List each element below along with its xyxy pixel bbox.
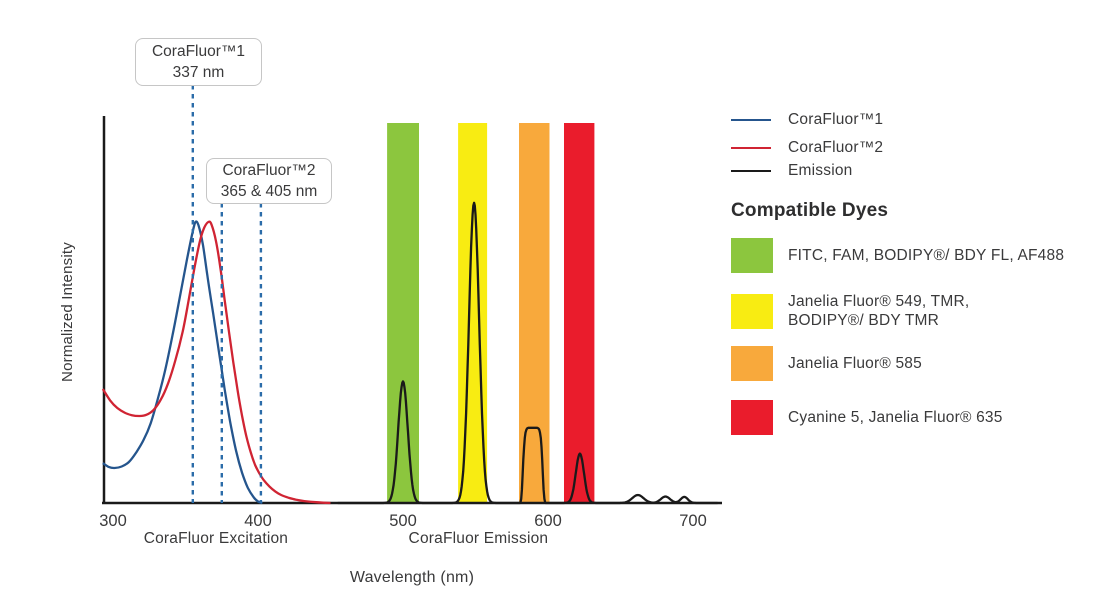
callout-value: 365 & 405 nm (220, 183, 318, 200)
dye-color-swatch (731, 293, 773, 329)
spectra-plot: 300 400 500 600 700 CoraFluor Excitation CoraF… (59, 85, 722, 586)
x-tick-label: 500 (389, 512, 417, 530)
legend-line-swatch (731, 169, 771, 173)
dye-item-2: Janelia Fluor® 549, TMR, BODIPY®/ BDY TMR (731, 292, 1091, 330)
dye-color-swatch (731, 238, 773, 273)
x-tick-label: 400 (244, 512, 272, 530)
emission-curve (337, 201, 719, 505)
callout-title: CoraFluor™1 (151, 43, 246, 60)
dye-label: Janelia Fluor® 549, TMR, BODIPY®/ BDY TMR (788, 293, 970, 329)
legend-item-2: CoraFluor™2 (731, 138, 1091, 158)
callout-corafluor1-337nm: CoraFluor™1 337 nm (135, 38, 262, 86)
legend-line-swatch (731, 146, 771, 150)
legend-panel: CoraFluor™1 CoraFluor™2 Emission Compatibl… (731, 110, 1091, 454)
legend-label: CoraFluor™2 (788, 139, 884, 156)
callout-value: 337 nm (172, 64, 225, 81)
dye-label: Janelia Fluor® 585 (788, 355, 922, 372)
callout-corafluor2-365-405nm: CoraFluor™2 365 & 405 nm (206, 158, 332, 204)
legend-label: CoraFluor™1 (788, 111, 884, 128)
dye-item-3: Janelia Fluor® 585 (731, 346, 1091, 381)
excitation-curve-corafluor2 (101, 220, 331, 505)
legend-line-swatch (731, 118, 771, 122)
x-tick-label: 300 (99, 512, 127, 530)
x-tick-label: 600 (534, 512, 562, 530)
x-tick-label: 700 (679, 512, 707, 530)
dye-color-swatch (731, 346, 773, 381)
dye-color-swatch (731, 400, 773, 435)
x-axis-title: Wavelength (nm) (350, 569, 474, 586)
compatible-dyes-list: FITC, FAM, BODIPY®/ BDY FL, AF488 Janelia… (731, 238, 1091, 435)
legend-item-1: CoraFluor™1 (731, 110, 1091, 130)
legend-series-list: CoraFluor™1 CoraFluor™2 Emission (731, 110, 1091, 181)
excitation-curve-corafluor1 (102, 220, 263, 505)
y-axis-title: Normalized Intensity (59, 242, 76, 382)
x-axis-sublabel: CoraFluor Excitation (144, 530, 288, 547)
band-green (387, 123, 419, 503)
dye-item-1: FITC, FAM, BODIPY®/ BDY FL, AF488 (731, 238, 1091, 273)
x-axis-sublabel: CoraFluor Emission (409, 530, 549, 547)
compatible-dyes-heading: Compatible Dyes (731, 200, 889, 221)
callout-title: CoraFluor™2 (222, 162, 316, 179)
dye-item-4: Cyanine 5, Janelia Fluor® 635 (731, 400, 1091, 435)
legend-label: Emission (788, 162, 853, 179)
dye-label: Cyanine 5, Janelia Fluor® 635 (788, 409, 1003, 426)
legend-item-3: Emission (731, 161, 1091, 181)
band-red (564, 123, 595, 503)
dye-label: FITC, FAM, BODIPY®/ BDY FL, AF488 (788, 247, 1065, 264)
